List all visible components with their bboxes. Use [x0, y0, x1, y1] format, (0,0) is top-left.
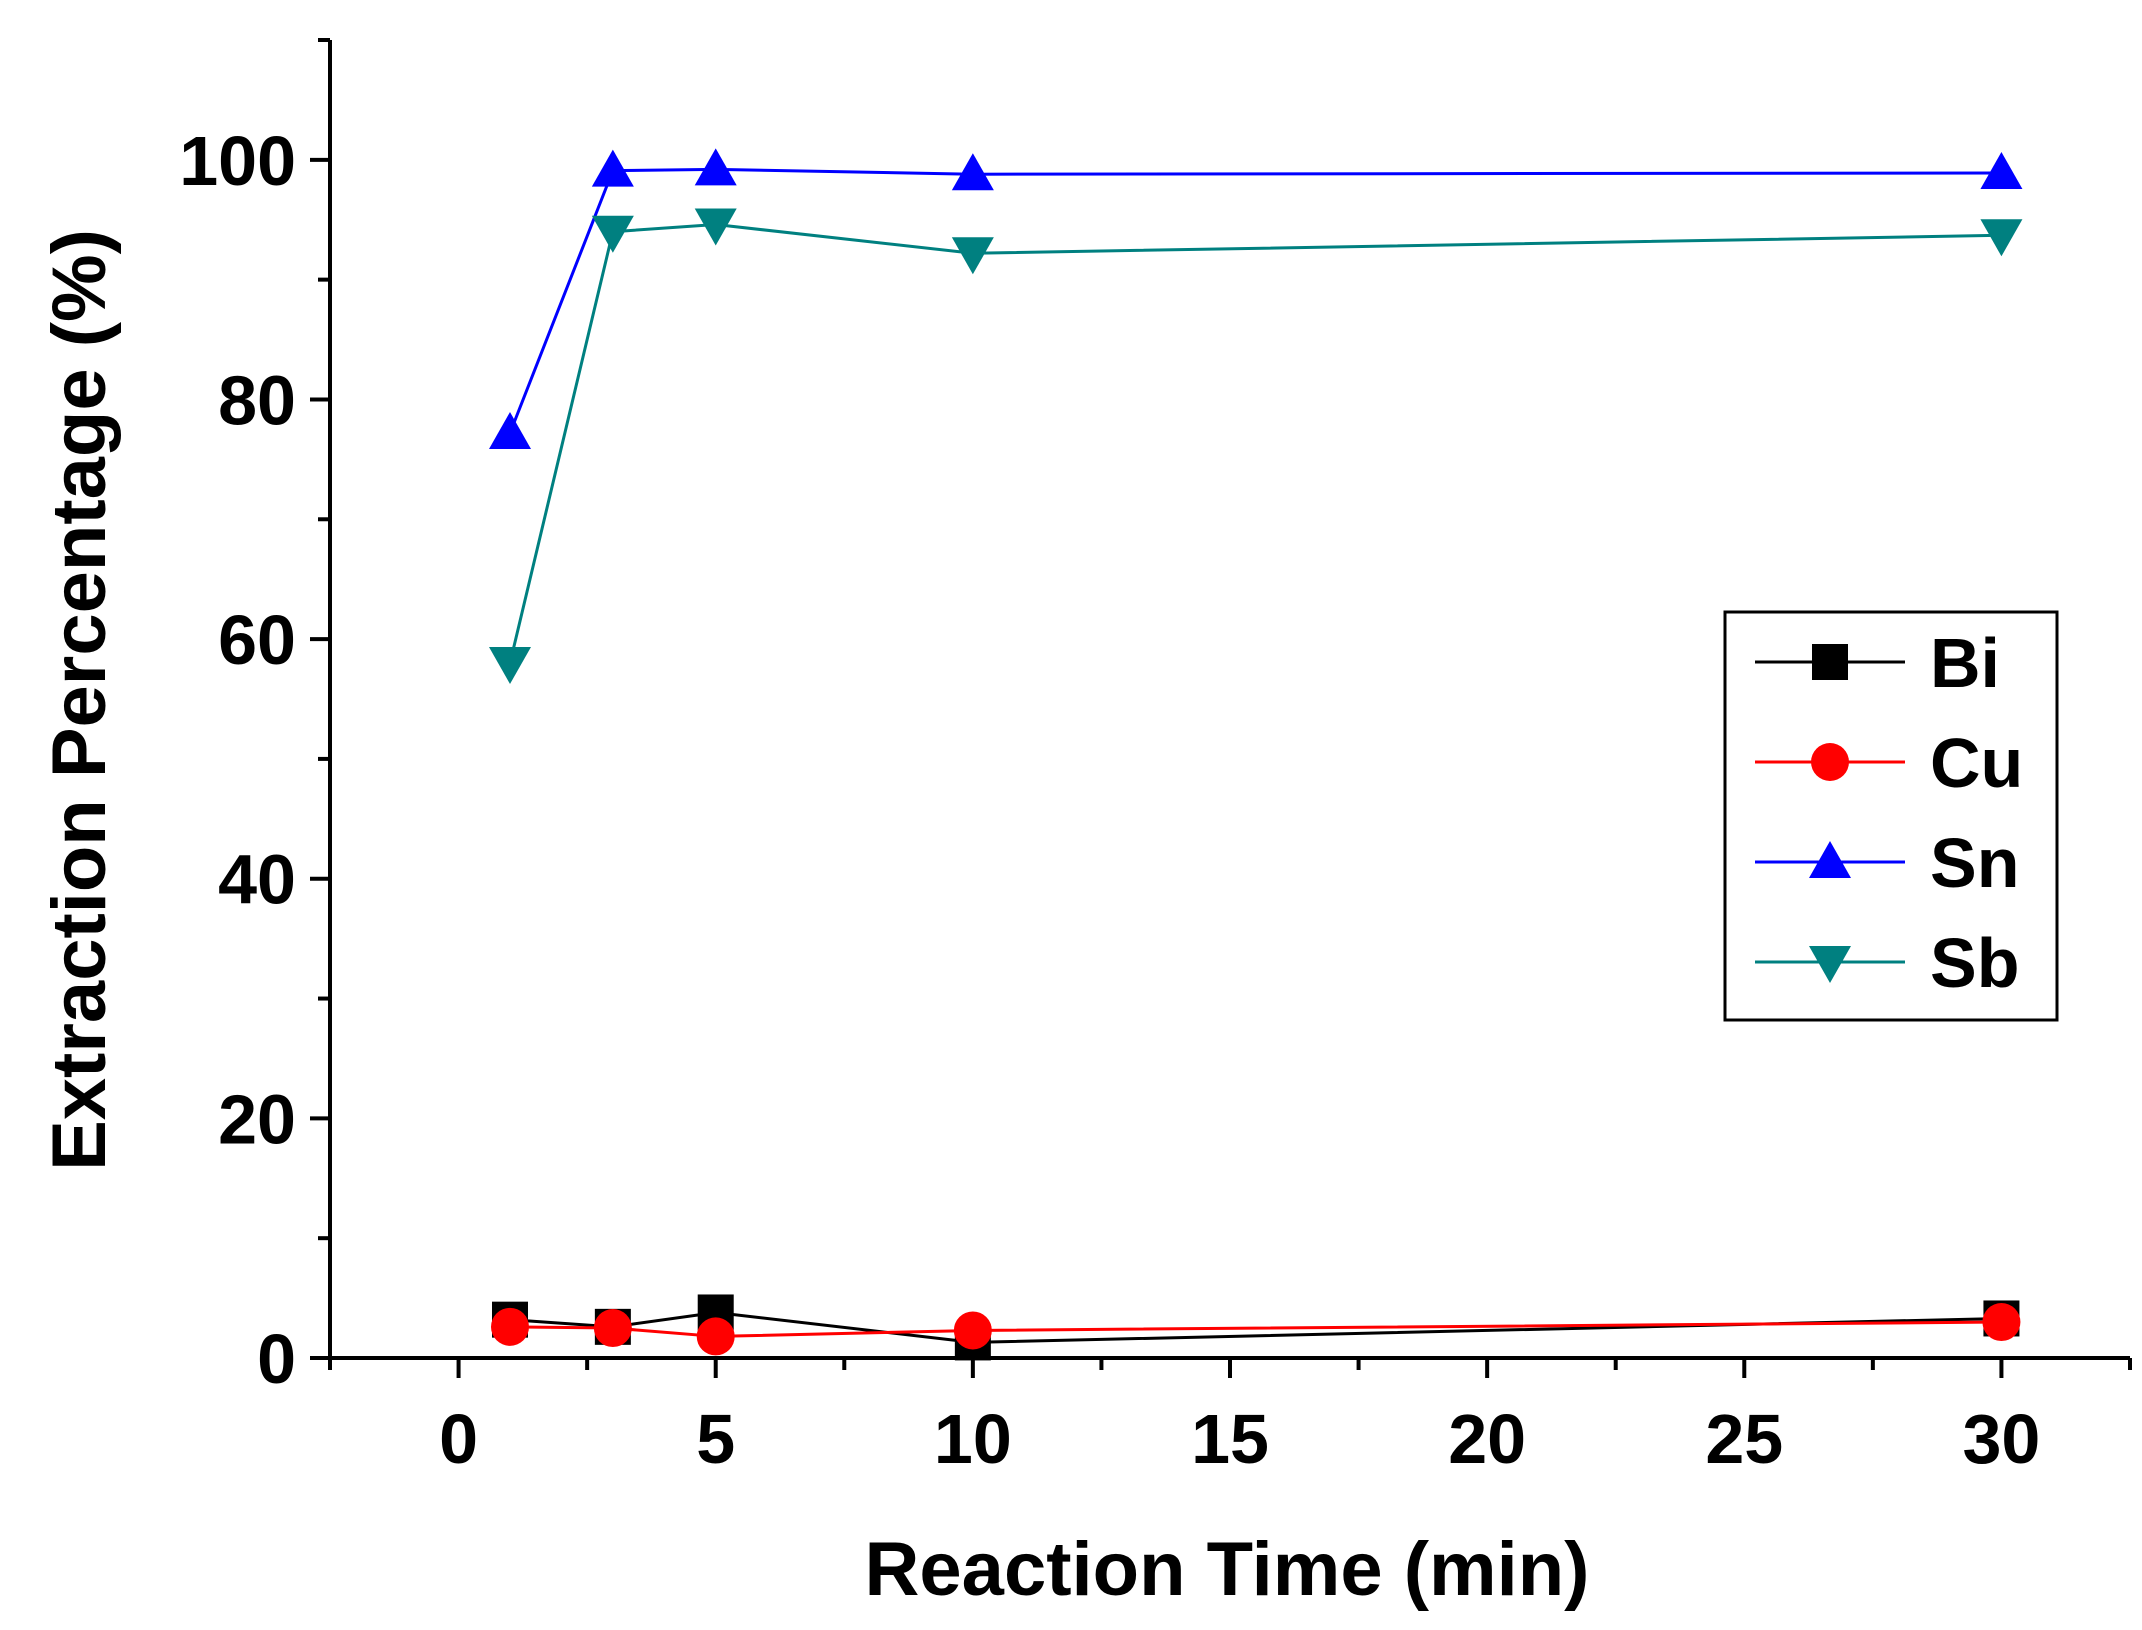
- x-tick-label: 20: [1448, 1400, 1526, 1478]
- data-point-sn: [489, 412, 531, 450]
- data-point-cu: [491, 1307, 529, 1346]
- data-point-sb: [1980, 219, 2023, 257]
- data-point-sb: [489, 647, 531, 685]
- series: [489, 148, 2023, 1361]
- legend-marker: [1809, 841, 1851, 878]
- y-tick-label: 80: [218, 361, 296, 439]
- x-tick-label: 10: [934, 1400, 1012, 1478]
- data-point-sn: [694, 148, 737, 186]
- legend-label: Sn: [1930, 824, 2019, 902]
- legend-marker: [1809, 946, 1851, 983]
- data-point-cu: [953, 1311, 992, 1350]
- x-tick-label: 5: [696, 1400, 735, 1478]
- data-point-sn: [1980, 151, 2023, 189]
- y-axis-title: Extraction Percentage (%): [37, 229, 122, 1171]
- x-ticks: 0 5 10 15 20 25 30: [328, 1358, 2132, 1478]
- data-point-sn: [951, 153, 994, 191]
- data-point-sb: [591, 215, 634, 253]
- y-tick-label: 20: [218, 1080, 296, 1158]
- legend-label: Cu: [1930, 724, 2023, 802]
- y-tick-label: 60: [218, 601, 296, 679]
- legend-item-bi: Bi: [1755, 624, 2000, 702]
- legend-label: Sb: [1930, 924, 2019, 1002]
- legend-item-sn: Sn: [1755, 824, 2019, 902]
- y-tick-label: 100: [179, 122, 296, 200]
- y-tick-label: 0: [257, 1320, 296, 1398]
- series-sn: [489, 148, 2023, 450]
- x-tick-label: 0: [439, 1400, 478, 1478]
- x-tick-label: 15: [1191, 1400, 1269, 1478]
- legend-marker: [1811, 743, 1849, 781]
- data-point-cu: [593, 1309, 632, 1348]
- x-axis-title: Reaction Time (min): [865, 1527, 1590, 1612]
- legend-marker: [1812, 644, 1848, 680]
- x-tick-label: 25: [1705, 1400, 1783, 1478]
- legend-label: Bi: [1930, 624, 2000, 702]
- series-sb: [489, 208, 2023, 685]
- y-tick-label: 40: [218, 841, 296, 919]
- series-line-sb: [508, 223, 2002, 664]
- data-point-sb: [694, 208, 737, 246]
- data-point-cu: [696, 1317, 735, 1356]
- legend-item-sb: Sb: [1755, 924, 2019, 1002]
- x-tick-label: 30: [1962, 1400, 2040, 1478]
- data-point-sb: [951, 237, 994, 275]
- legend-box: [1723, 610, 2059, 1022]
- y-ticks: 0 20 40 60 80 100: [179, 38, 330, 1398]
- legend: Bi Cu Sn Sb: [1723, 610, 2059, 1022]
- data-point-cu: [1982, 1303, 2021, 1342]
- series-cu: [491, 1303, 2021, 1356]
- legend-item-cu: Cu: [1755, 724, 2023, 802]
- data-point-sn: [591, 149, 634, 187]
